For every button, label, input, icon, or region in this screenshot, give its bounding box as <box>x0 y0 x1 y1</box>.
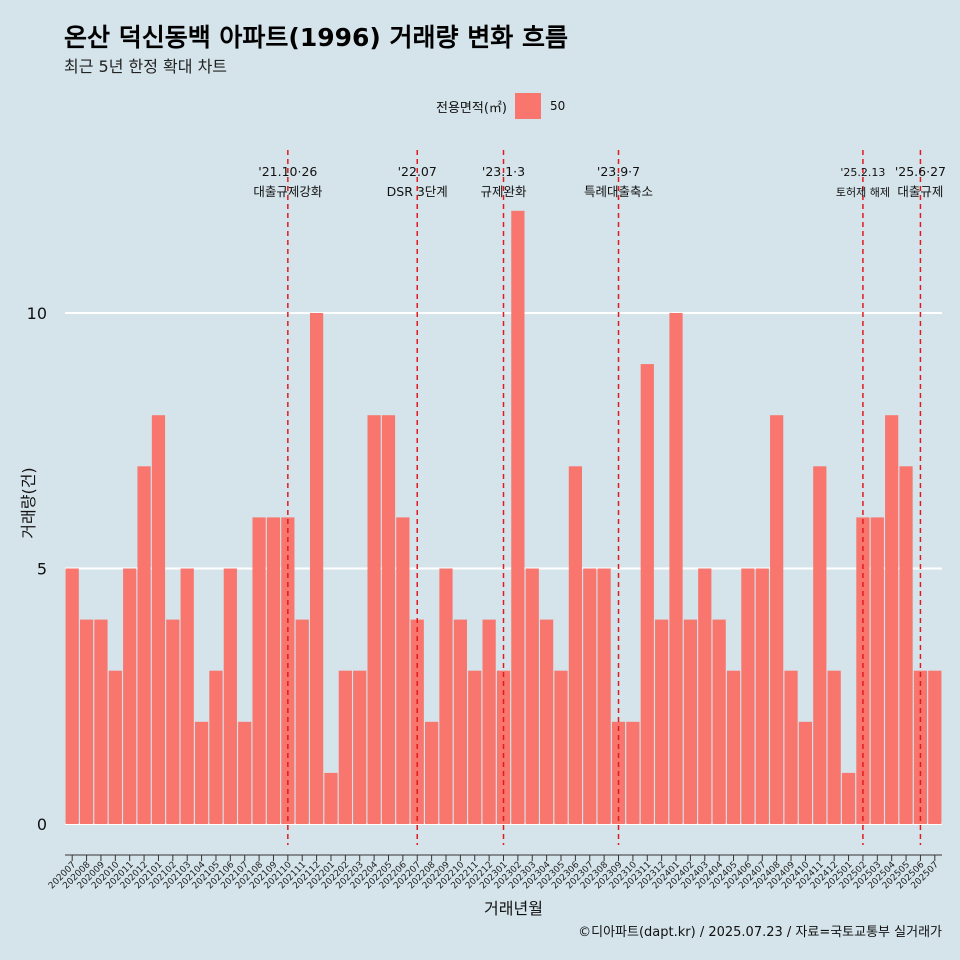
event-desc-label: 특례대출축소 <box>584 184 653 199</box>
bar-202410 <box>798 721 813 824</box>
bar-202412 <box>827 670 841 824</box>
bar-202202 <box>338 670 352 824</box>
bar-202308 <box>597 568 611 824</box>
chart-caption: ©디아파트(dapt.kr) / 2025.07.23 / 자료=국토교통부 실… <box>578 925 942 940</box>
bar-202210 <box>453 619 467 824</box>
bar-202109 <box>266 517 281 824</box>
bar-202504 <box>885 415 899 824</box>
bar-202104 <box>194 721 209 824</box>
bar-202009 <box>94 619 108 824</box>
bar-202503 <box>870 517 884 824</box>
bar-202304 <box>540 619 554 824</box>
bar-202012 <box>137 466 151 824</box>
bar-202208 <box>425 721 439 824</box>
legend-title: 전용면적(㎡) <box>436 100 507 116</box>
bar-202106 <box>223 568 237 824</box>
bar-202407 <box>755 568 769 824</box>
bar-202108 <box>252 517 266 824</box>
event-date-label: '23.9·7 <box>597 164 640 179</box>
event-desc-label: DSR 3단계 <box>387 184 448 199</box>
bar-202205 <box>381 415 396 824</box>
bar-202502 <box>856 517 870 824</box>
bar-202408 <box>770 415 784 824</box>
bar-202306 <box>568 466 582 824</box>
y-tick-label: 5 <box>37 560 47 579</box>
bar-202105 <box>209 670 223 824</box>
bar-202303 <box>525 568 539 824</box>
chart-subtitle: 최근 5년 한정 확대 차트 <box>64 57 228 76</box>
bar-202007 <box>65 568 79 824</box>
y-tick-label: 0 <box>37 815 47 834</box>
event-date-label: '25.2.13 <box>840 166 885 179</box>
bar-202305 <box>554 670 568 824</box>
bar-202312 <box>655 619 669 824</box>
bar-202206 <box>396 517 410 824</box>
bar-202501 <box>841 772 856 824</box>
bar-202008 <box>79 619 94 824</box>
bar-202010 <box>108 670 122 824</box>
bar-202011 <box>123 568 137 824</box>
bar-202203 <box>353 670 367 824</box>
bar-202111 <box>295 619 309 824</box>
bar-202103 <box>180 568 194 824</box>
bar-202411 <box>813 466 827 824</box>
legend: 전용면적(㎡) 50 <box>436 93 565 119</box>
bar-202107 <box>238 721 252 824</box>
bar-202406 <box>741 568 755 824</box>
y-tick-label: 10 <box>27 304 47 323</box>
bar-202311 <box>640 364 654 824</box>
event-desc-label: 토허제 해제 <box>836 185 890 199</box>
chart-title: 온산 덕신동백 아파트(1996) 거래량 변화 흐름 <box>64 23 568 52</box>
bar-202211 <box>468 670 482 824</box>
bar-202409 <box>784 670 798 824</box>
event-desc-label: 대출규제강화 <box>253 184 323 199</box>
bar-202310 <box>626 721 640 824</box>
event-desc-label: 규제완화 <box>480 184 527 199</box>
event-date-label: '22.07 <box>398 164 437 179</box>
event-date-label: '21.10·26 <box>258 164 317 179</box>
y-axis-title: 거래량(건) <box>19 467 38 538</box>
bar-202405 <box>726 670 741 824</box>
bar-202401 <box>669 313 683 824</box>
bar-202101 <box>151 415 166 824</box>
event-date-label: '23.1·3 <box>482 164 525 179</box>
x-axis-title: 거래년월 <box>484 899 543 918</box>
legend-key-swatch <box>514 93 541 119</box>
bar-202204 <box>367 415 381 824</box>
bar-202403 <box>698 568 712 824</box>
bar-202402 <box>683 619 698 824</box>
bar-202507 <box>928 670 942 824</box>
bar-202201 <box>324 772 338 824</box>
bar-202112 <box>309 313 324 824</box>
bar-202307 <box>583 568 597 824</box>
bar-202505 <box>899 466 913 824</box>
bar-202302 <box>511 210 525 825</box>
bar-202212 <box>482 619 496 824</box>
event-desc-label: 대출규제 <box>897 184 943 199</box>
bar-202110 <box>281 517 295 824</box>
event-date-label: '25.6·27 <box>895 164 946 179</box>
bar-202102 <box>166 619 180 824</box>
bar-202404 <box>712 619 726 824</box>
bar-202209 <box>439 568 453 824</box>
legend-entry: 50 <box>549 99 566 113</box>
